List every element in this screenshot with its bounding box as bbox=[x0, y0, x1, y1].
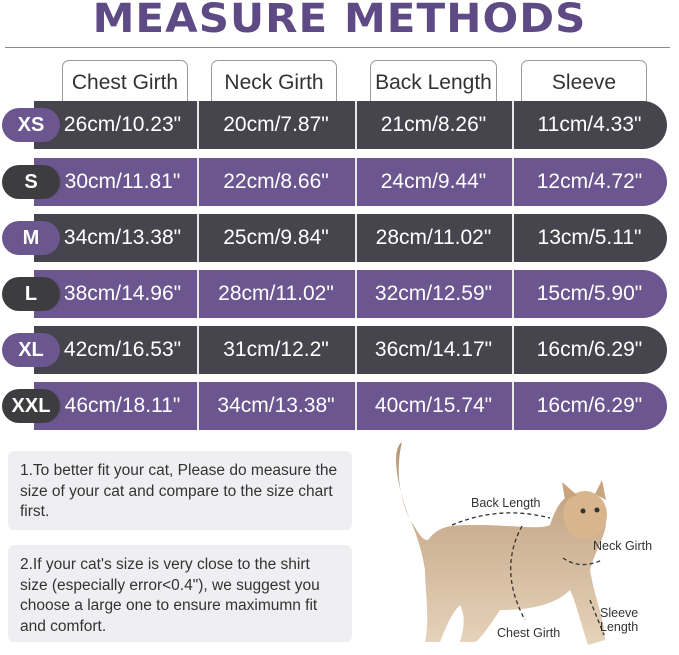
column-separator bbox=[197, 270, 199, 318]
divider bbox=[5, 47, 670, 48]
table-cell: 28cm/11.02" bbox=[375, 226, 492, 249]
table-cell: 21cm/8.26" bbox=[380, 113, 487, 136]
table-cell: 31cm/12.2" bbox=[223, 338, 329, 361]
column-separator bbox=[197, 158, 199, 206]
table-cell: 12cm/4.72" bbox=[536, 170, 643, 193]
table-cell: 15cm/5.90" bbox=[536, 282, 643, 305]
size-badge: XXL bbox=[2, 389, 60, 423]
column-separator bbox=[512, 382, 514, 430]
table-cell: 13cm/5.11" bbox=[537, 226, 642, 249]
table-cell: 28cm/11.02" bbox=[218, 282, 334, 305]
column-separator bbox=[512, 326, 514, 374]
column-separator bbox=[197, 382, 199, 430]
column-separator bbox=[512, 270, 514, 318]
column-separator bbox=[512, 214, 514, 262]
column-separator bbox=[355, 326, 357, 374]
table-cell: 32cm/12.59" bbox=[374, 282, 493, 305]
label-chest-girth: Chest Girth bbox=[497, 626, 561, 640]
table-cell: 20cm/7.87" bbox=[223, 113, 329, 136]
column-separator bbox=[197, 101, 199, 149]
column-separator bbox=[355, 382, 357, 430]
table-cell: 34cm/13.38" bbox=[63, 226, 182, 249]
note-1: 1.To better fit your cat, Please do meas… bbox=[8, 451, 352, 530]
table-cell: 30cm/11.81" bbox=[64, 170, 181, 193]
table-cell: 38cm/14.96" bbox=[63, 282, 182, 305]
table-row: 34cm/13.38" 25cm/9.84" 28cm/11.02" 13cm/5.1… bbox=[34, 214, 667, 262]
table-cell: 24cm/9.44" bbox=[380, 170, 487, 193]
table-cell: 46cm/18.11" bbox=[64, 394, 181, 417]
table-row: 30cm/11.81" 22cm/8.66" 24cm/9.44" 12cm/4.72… bbox=[34, 158, 667, 206]
table-row: 46cm/18.11" 34cm/13.38" 40cm/15.74" 16cm/6.… bbox=[34, 382, 667, 430]
table-cell: 36cm/14.17" bbox=[374, 338, 493, 361]
table-cell: 42cm/16.53" bbox=[63, 338, 182, 361]
table-row: 38cm/14.96" 28cm/11.02" 32cm/12.59" 15cm/5.… bbox=[34, 270, 667, 318]
size-badge: XL bbox=[2, 333, 60, 367]
table-cell: 26cm/10.23" bbox=[63, 113, 182, 136]
size-badge: M bbox=[2, 221, 60, 255]
table-cell: 22cm/8.66" bbox=[223, 170, 329, 193]
table-row: 26cm/10.23" 20cm/7.87" 21cm/8.26" 11cm/4.33… bbox=[34, 101, 667, 149]
column-header-sleeve-length: Sleeve Length bbox=[521, 60, 647, 138]
column-separator bbox=[355, 101, 357, 149]
column-separator bbox=[512, 158, 514, 206]
table-cell: 25cm/9.84" bbox=[223, 226, 329, 249]
page-title: MEASURE METHODS bbox=[92, 0, 587, 42]
note-2: 2.If your cat's size is very close to th… bbox=[8, 545, 352, 642]
table-cell: 34cm/13.38" bbox=[217, 394, 335, 417]
column-separator bbox=[355, 214, 357, 262]
table-cell: 16cm/6.29" bbox=[536, 394, 643, 417]
label-neck-girth: Neck Girth bbox=[593, 539, 653, 553]
column-header-back-length: Back Length bbox=[370, 60, 497, 102]
cat-illustration bbox=[396, 442, 607, 645]
column-separator bbox=[197, 326, 199, 374]
label-back-length: Back Length bbox=[471, 496, 541, 510]
size-badge: S bbox=[2, 165, 60, 199]
column-separator bbox=[512, 101, 514, 149]
table-row: 42cm/16.53" 31cm/12.2" 36cm/14.17" 16cm/6.2… bbox=[34, 326, 667, 374]
size-badge: XS bbox=[2, 108, 60, 142]
column-header-neck-girth: Neck Girth bbox=[211, 60, 337, 102]
size-badge: L bbox=[2, 277, 60, 311]
column-separator bbox=[355, 158, 357, 206]
column-header-chest-girth: Chest Girth bbox=[62, 60, 188, 102]
table-cell: 11cm/4.33" bbox=[537, 113, 642, 136]
table-cell: 16cm/6.29" bbox=[536, 338, 643, 361]
label-sleeve-length: Sleeve Length bbox=[600, 606, 639, 634]
column-separator bbox=[355, 270, 357, 318]
table-cell: 40cm/15.74" bbox=[374, 394, 493, 417]
column-separator bbox=[197, 214, 199, 262]
